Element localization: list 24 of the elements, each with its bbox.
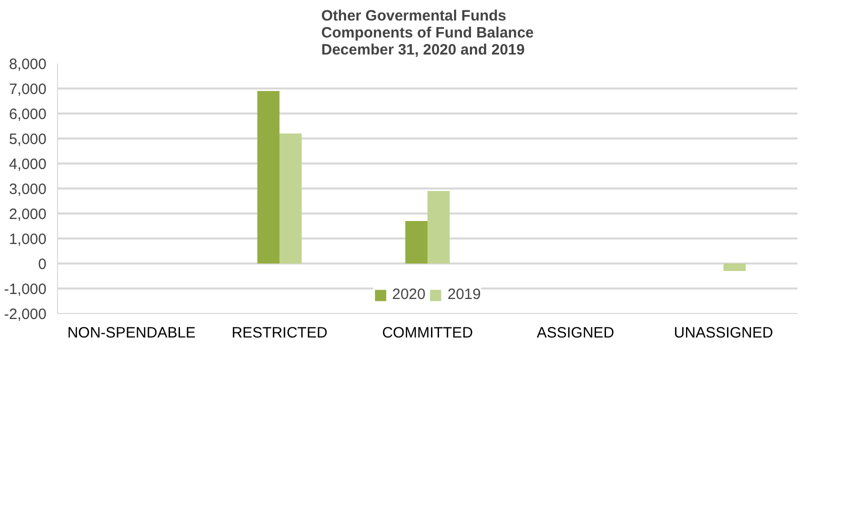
y-tick-label: 0	[38, 256, 46, 273]
bar	[405, 221, 428, 264]
chart-title: Other Govermental Funds Components of Fund Balance December 31, 2020 and 2019	[321, 8, 534, 58]
y-tick-label: 2,000	[8, 206, 47, 223]
x-tick-label: ASSIGNED	[536, 324, 614, 342]
bar	[280, 134, 302, 264]
x-tick-label: RESTRICTED	[232, 324, 328, 342]
legend-label: 2019	[448, 286, 481, 303]
y-tick-label: 3,000	[8, 181, 47, 198]
y-tick-label: 5,000	[8, 131, 47, 148]
bar	[724, 264, 746, 271]
x-tick-label: UNASSIGNED	[674, 324, 774, 342]
y-tick-label: 7,000	[8, 81, 47, 98]
legend-label: 2020	[392, 286, 426, 303]
y-tick-label: -1,000	[4, 281, 47, 298]
y-tick-label: 1,000	[8, 231, 47, 248]
x-tick-label: COMMITTED	[382, 324, 474, 342]
x-tick-label: NON-SPENDABLE	[67, 324, 196, 342]
bar	[428, 191, 450, 264]
bar	[257, 91, 280, 264]
y-tick-label: 8,000	[8, 56, 47, 73]
y-tick-label: 6,000	[8, 106, 47, 123]
y-tick-label: -2,000	[4, 306, 47, 323]
y-tick-label: 4,000	[8, 156, 47, 173]
